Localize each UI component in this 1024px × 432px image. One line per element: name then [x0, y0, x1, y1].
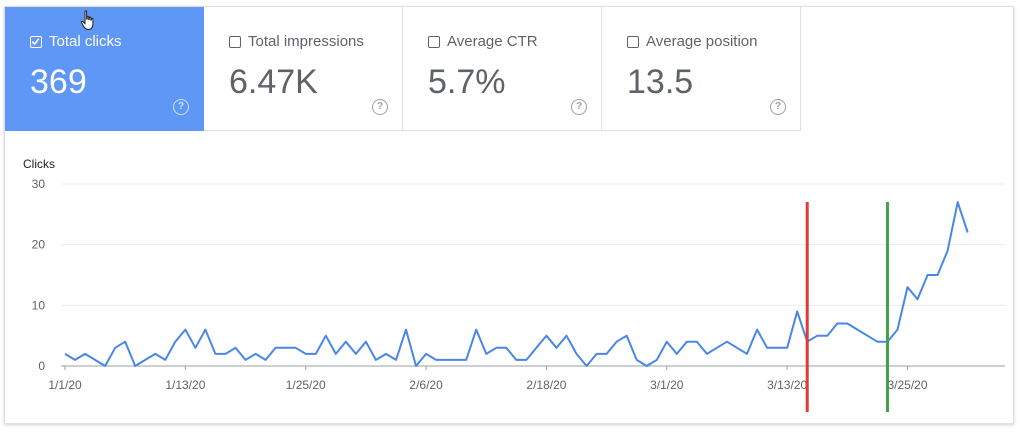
x-tick-label: 2/6/20	[409, 378, 443, 392]
metric-tile-total-impressions[interactable]: Total impressions 6.47K ?	[204, 7, 403, 131]
check-icon	[31, 38, 40, 46]
metric-label: Total clicks	[49, 33, 122, 50]
metric-tile-total-clicks[interactable]: Total clicks 369 ?	[5, 7, 204, 131]
x-tick-label: 3/1/20	[650, 378, 684, 392]
help-icon[interactable]: ?	[770, 99, 786, 115]
metric-value: 5.7%	[428, 63, 506, 101]
checkbox-total-clicks[interactable]	[30, 36, 42, 48]
metric-label: Total impressions	[248, 33, 364, 50]
checkbox-total-impressions[interactable]	[229, 36, 241, 48]
metric-tile-average-position[interactable]: Average position 13.5 ?	[602, 7, 801, 131]
y-tick-label: 10	[32, 298, 46, 312]
y-tick-label: 30	[32, 177, 46, 191]
x-tick-label: 2/18/20	[526, 378, 566, 392]
x-tick-label: 3/25/20	[887, 378, 927, 392]
metric-label: Average CTR	[447, 33, 538, 50]
metric-tile-average-ctr[interactable]: Average CTR 5.7% ?	[403, 7, 602, 131]
metric-value: 369	[30, 63, 87, 101]
clicks-line-chart: Clicks 0 10 20 30 1/1/20 1/13/20 1/25/20 2/6/20 2…	[23, 157, 1005, 412]
y-axis-label: Clicks	[23, 157, 55, 171]
x-tick-label: 1/13/20	[165, 378, 205, 392]
checkbox-average-position[interactable]	[627, 36, 639, 48]
x-tick-label: 3/13/20	[767, 378, 807, 392]
help-icon[interactable]: ?	[372, 99, 388, 115]
checkbox-average-ctr[interactable]	[428, 36, 440, 48]
y-tick-label: 0	[38, 359, 45, 373]
metric-tiles: Total clicks 369 ? Total impressions 6.4…	[5, 7, 801, 131]
help-icon[interactable]: ?	[173, 99, 189, 115]
x-tick-label: 1/25/20	[286, 378, 326, 392]
performance-card: Total clicks 369 ? Total impressions 6.4…	[4, 6, 1014, 424]
x-tick-label: 1/1/20	[48, 378, 82, 392]
help-icon[interactable]: ?	[571, 99, 587, 115]
metric-value: 6.47K	[229, 63, 318, 101]
metric-value: 13.5	[627, 63, 694, 101]
y-tick-label: 20	[32, 238, 46, 252]
hand-cursor-icon	[80, 10, 94, 31]
metric-label: Average position	[646, 33, 758, 50]
series-line-clicks	[64, 201, 969, 367]
